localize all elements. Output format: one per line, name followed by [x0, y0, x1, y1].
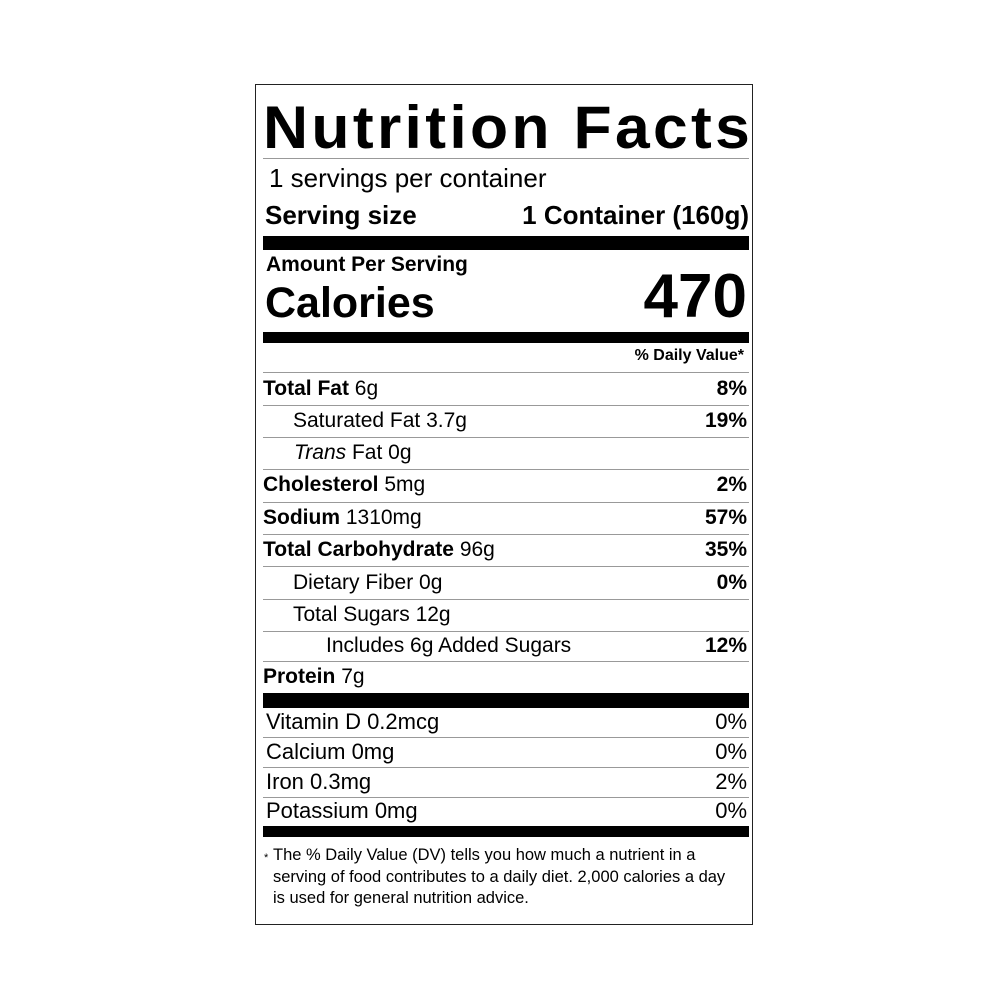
vitamin-row: Potassium 0mg 0% — [266, 798, 747, 823]
nutrient-row-protein: Protein 7g — [263, 665, 365, 688]
amount-per-serving: Amount Per Serving — [266, 253, 468, 276]
footnote-marker: * — [264, 852, 269, 864]
vitamin-row: Vitamin D 0.2mcg 0% — [266, 709, 747, 734]
nutrient-row-total-carbohydrate: Total Carbohydrate 96g 35% — [263, 538, 747, 561]
nutrient-row-cholesterol: Cholesterol 5mg 2% — [263, 473, 747, 496]
label-title: Nutrition Facts — [263, 94, 754, 161]
nutrient-row-saturated-fat: Saturated Fat 3.7g 19% — [293, 409, 747, 432]
footnote-text: The % Daily Value (DV) tells you how muc… — [273, 846, 726, 907]
servings-per-container: 1 servings per container — [269, 163, 547, 193]
thick-divider — [263, 236, 749, 250]
serving-size-row: Serving size 1 Container (160g) — [263, 200, 749, 231]
serving-size-label: Serving size — [265, 200, 417, 230]
vitamin-row: Calcium 0mg 0% — [266, 739, 747, 764]
nutrient-row-trans-fat: Trans Fat 0g — [294, 441, 412, 464]
medium-divider — [263, 826, 749, 837]
nutrient-row-added-sugars: Includes 6g Added Sugars 12% — [326, 634, 747, 657]
vitamin-row: Iron 0.3mg 2% — [266, 769, 747, 794]
medium-divider — [263, 332, 749, 343]
nutrient-row-dietary-fiber: Dietary Fiber 0g 0% — [293, 571, 747, 594]
serving-size-value: 1 Container (160g) — [522, 200, 749, 230]
thick-divider — [263, 693, 749, 708]
nutrient-row-total-fat: Total Fat 6g 8% — [263, 377, 747, 400]
calories-value: 470 — [643, 262, 747, 331]
nutrient-row-total-sugars: Total Sugars 12g — [293, 603, 451, 626]
footnote: * The % Daily Value (DV) tells you how m… — [264, 845, 732, 910]
daily-value-header: % Daily Value* — [634, 347, 744, 364]
divider — [263, 372, 749, 373]
divider — [263, 158, 749, 159]
calories-label: Calories — [265, 279, 435, 327]
nutrition-facts-label: Nutrition Facts 1 servings per container… — [255, 84, 753, 925]
nutrient-row-sodium: Sodium 1310mg 57% — [263, 506, 747, 529]
